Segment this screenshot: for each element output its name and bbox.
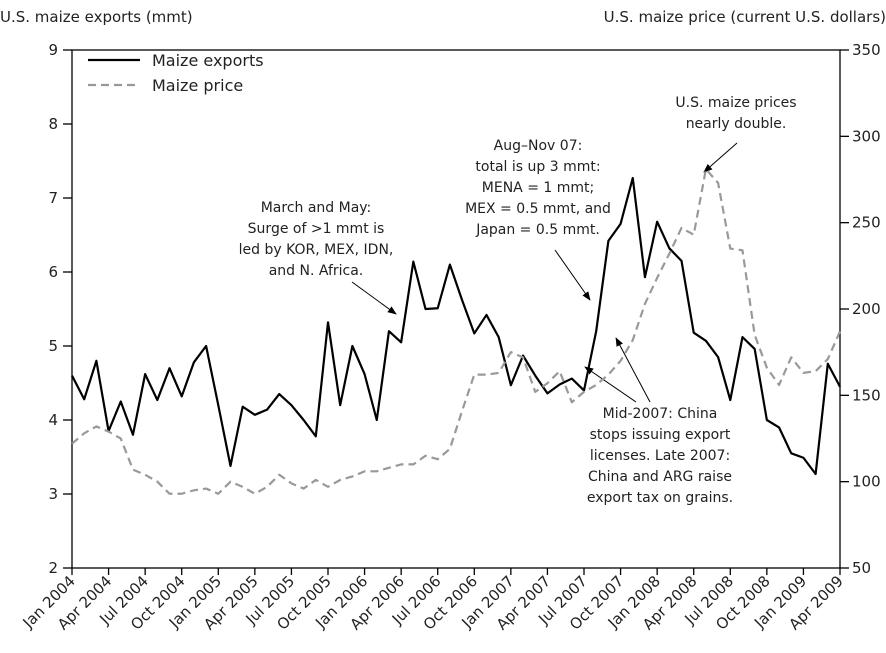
- y-tick-label: 7: [48, 189, 58, 207]
- annotation: MENA = 1 mmt;: [482, 180, 594, 196]
- y2-axis-title: U.S. maize price (current U.S. dollars): [604, 8, 886, 26]
- y-tick-label: 9: [48, 41, 58, 59]
- y-tick-label: 6: [48, 263, 58, 281]
- y2-tick-label: 100: [852, 473, 881, 491]
- y-tick-label: 4: [48, 411, 58, 429]
- annotation: licenses. Late 2007:: [590, 448, 730, 464]
- series-line: [71, 168, 842, 495]
- annotation: led by KOR, MEX, IDN,: [239, 242, 394, 258]
- annotation: export tax on grains.: [587, 490, 733, 506]
- annotation: MEX = 0.5 mmt, and: [465, 201, 611, 217]
- arrow: [554, 249, 591, 301]
- legend-label: Maize price: [152, 76, 243, 95]
- y2-tick-label: 50: [852, 559, 871, 577]
- y-tick-label: 2: [48, 559, 58, 577]
- y-axis-title: U.S. maize exports (mmt): [0, 8, 193, 26]
- y2-tick-label: 200: [852, 300, 881, 318]
- y2-tick-label: 250: [852, 214, 881, 232]
- annotation: U.S. maize prices: [675, 95, 796, 111]
- annotation: and N. Africa.: [269, 263, 364, 279]
- annotation: March and May:: [261, 200, 372, 216]
- annotation: total is up 3 mmt:: [475, 159, 600, 175]
- arrow: [351, 281, 397, 315]
- y2-tick-label: 150: [852, 386, 881, 404]
- y-tick-label: 3: [48, 485, 58, 503]
- arrow: [584, 366, 637, 403]
- y-tick-label: 8: [48, 115, 58, 133]
- legend-label: Maize exports: [152, 51, 264, 70]
- annotation: stops issuing export: [590, 427, 731, 443]
- annotation: Japan = 0.5 mmt.: [475, 222, 600, 238]
- annotation: nearly double.: [686, 116, 787, 132]
- annotation: Mid-2007: China: [603, 406, 718, 422]
- y-tick-label: 5: [48, 337, 58, 355]
- annotation: China and ARG raise: [588, 469, 732, 485]
- arrow: [615, 337, 651, 403]
- annotation: Surge of >1 mmt is: [248, 221, 385, 237]
- arrow: [703, 142, 738, 173]
- series-line: [71, 176, 841, 476]
- annotation: Aug–Nov 07:: [494, 138, 583, 154]
- y2-tick-label: 350: [852, 41, 881, 59]
- y2-tick-label: 300: [852, 127, 881, 145]
